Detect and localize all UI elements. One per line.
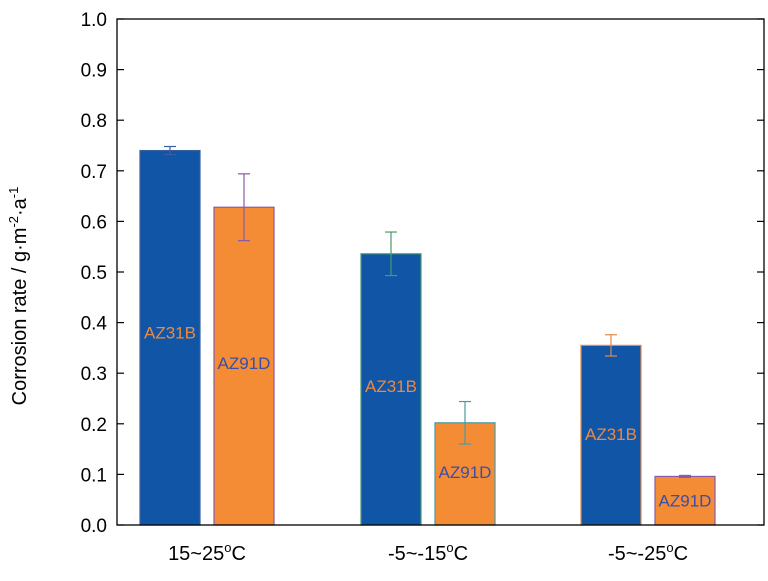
y-tick-label: 0.0 bbox=[81, 516, 107, 537]
plot-frame bbox=[116, 18, 765, 526]
x-category-label: 15~25oC bbox=[168, 540, 246, 565]
x-category-label: -5~-25oC bbox=[608, 540, 688, 565]
bar-label-az31b: AZ31B bbox=[585, 425, 637, 444]
x-categories-layer: 15~25oC -5~-15oC -5~-25oC bbox=[168, 540, 688, 565]
bar-label-az91d: AZ91D bbox=[439, 463, 492, 482]
y-axis-title-sup2: -1 bbox=[6, 187, 21, 199]
x-category-label: -5~-15oC bbox=[388, 540, 468, 565]
y-tick-label: 0.6 bbox=[81, 212, 107, 233]
category-degree: o bbox=[666, 540, 673, 555]
bar-az31b-2 bbox=[580, 344, 642, 526]
category-unit: C bbox=[454, 543, 468, 565]
y-tick-label: 0.7 bbox=[81, 162, 107, 183]
y-tick-label: 0.2 bbox=[81, 415, 107, 436]
category-degree: o bbox=[446, 540, 453, 555]
category-degree: o bbox=[224, 540, 231, 555]
bar-label-az31b: AZ31B bbox=[144, 324, 196, 343]
bar-label-az91d: AZ91D bbox=[218, 354, 271, 373]
y-axis-title: Corrosion rate / g·m-2·a-1 bbox=[6, 187, 31, 406]
y-tick-label: 0.1 bbox=[81, 465, 107, 486]
y-tick-label: 0.5 bbox=[81, 263, 107, 284]
bar-label-az31b: AZ31B bbox=[365, 377, 417, 396]
axes-layer bbox=[116, 18, 765, 526]
y-axis-title-main: Corrosion rate / g·m bbox=[9, 228, 31, 406]
category-main: -5~-15 bbox=[388, 543, 446, 565]
category-unit: C bbox=[674, 543, 688, 565]
y-axis-title-mid: ·a bbox=[9, 197, 31, 216]
category-main: -5~-25 bbox=[608, 543, 666, 565]
y-axis-title-sup1: -2 bbox=[6, 216, 21, 228]
y-tick-label: 0.9 bbox=[81, 61, 107, 82]
y-tick-label: 0.4 bbox=[81, 314, 108, 335]
bar-az31b-0 bbox=[139, 149, 201, 526]
y-tick-label: 0.3 bbox=[81, 364, 107, 385]
category-unit: C bbox=[231, 543, 245, 565]
y-tick-label: 0.8 bbox=[81, 111, 107, 132]
bar-label-az91d: AZ91D bbox=[659, 492, 712, 511]
category-main: 15~25 bbox=[168, 543, 224, 565]
y-ticks-layer: 0.0 0.1 0.2 0.3 0.4 0.5 0.6 0.7 0.8 0.9 1.0 bbox=[81, 10, 764, 537]
y-tick-label: 1.0 bbox=[81, 10, 107, 31]
bars-layer: AZ31B AZ31B AZ31B AZ91D AZ91D AZ91D bbox=[139, 145, 716, 526]
